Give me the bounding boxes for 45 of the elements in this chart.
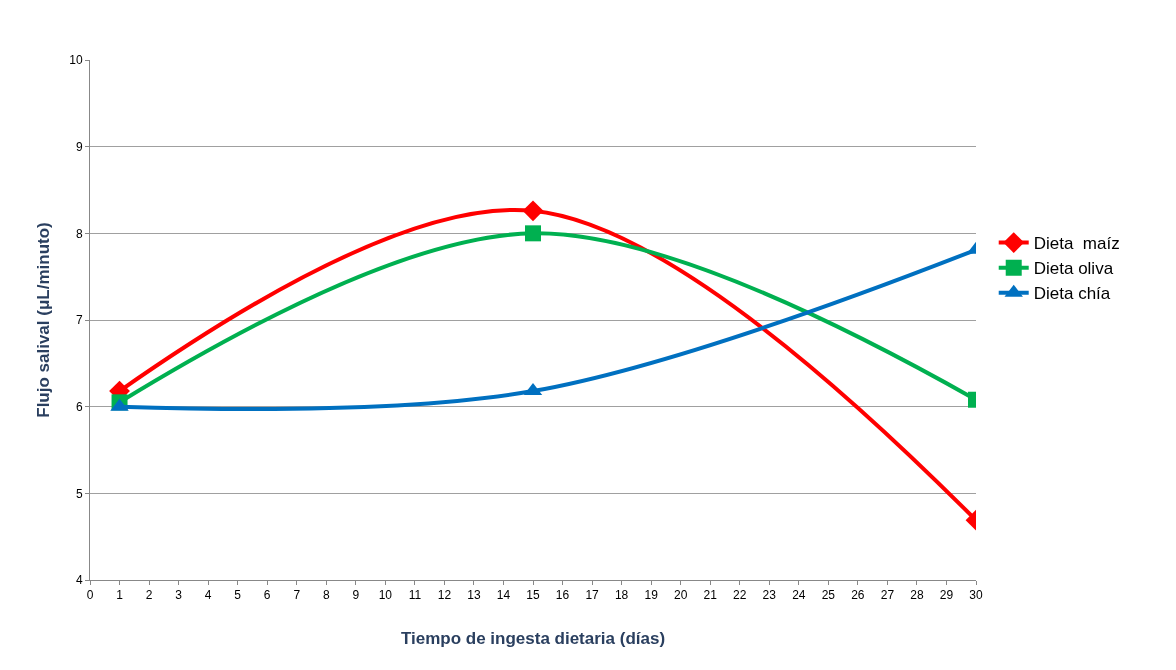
x-tick-label: 22 — [733, 588, 747, 603]
x-tick-label: 5 — [234, 588, 242, 603]
x-tick-label: 17 — [585, 588, 600, 603]
y-tick-label: 5 — [75, 486, 83, 501]
x-tick-label: 15 — [526, 588, 540, 603]
y-tick-label: 4 — [75, 573, 83, 588]
x-tick-label: 29 — [939, 588, 954, 603]
legend-label: Dieta oliva — [1033, 259, 1114, 279]
x-tick-label: 20 — [673, 588, 688, 603]
x-tick-label: 12 — [437, 588, 452, 603]
x-tick-label: 4 — [204, 588, 212, 603]
y-axis-title: Flujo salival (μL/minuto) — [33, 222, 53, 418]
x-tick-label: 13 — [467, 588, 481, 603]
legend-label: Dieta maíz — [1033, 234, 1120, 254]
x-tick-label: 16 — [555, 588, 570, 603]
x-tick-label: 2 — [145, 588, 153, 603]
x-tick-label: 28 — [910, 588, 924, 603]
x-tick-label: 6 — [263, 588, 271, 603]
x-tick-label: 9 — [352, 588, 360, 603]
x-tick-label: 19 — [644, 588, 659, 603]
x-tick-label: 7 — [293, 588, 301, 603]
y-tick-label: 10 — [69, 53, 83, 68]
y-tick-label: 8 — [75, 226, 83, 241]
x-tick-label: 0 — [86, 588, 94, 603]
x-tick-label: 24 — [792, 588, 806, 603]
point — [522, 200, 544, 222]
x-tick-label: 1 — [116, 588, 124, 603]
x-tick-label: 8 — [322, 588, 330, 603]
x-tick-label: 14 — [496, 588, 511, 603]
x-axis-title: Tiempo de ingesta dietaria (días) — [400, 628, 666, 648]
x-tick-label: 26 — [851, 588, 865, 603]
x-tick-label: 10 — [378, 588, 393, 603]
x-tick-label: 11 — [408, 588, 422, 603]
x-tick-label: 21 — [703, 588, 718, 603]
y-tick-label: 7 — [75, 313, 83, 328]
x-tick-label: 25 — [821, 588, 836, 603]
x-tick-label: 18 — [614, 588, 629, 603]
point — [525, 225, 541, 242]
y-tick-label: 6 — [75, 399, 83, 414]
x-tick-label: 23 — [762, 588, 777, 603]
y-tick-label: 9 — [75, 139, 83, 154]
x-tick-label: 27 — [880, 588, 895, 603]
x-tick-label: 3 — [175, 588, 183, 603]
x-tick-label: 30 — [969, 588, 983, 603]
legend-label: Dieta chía — [1033, 284, 1111, 304]
